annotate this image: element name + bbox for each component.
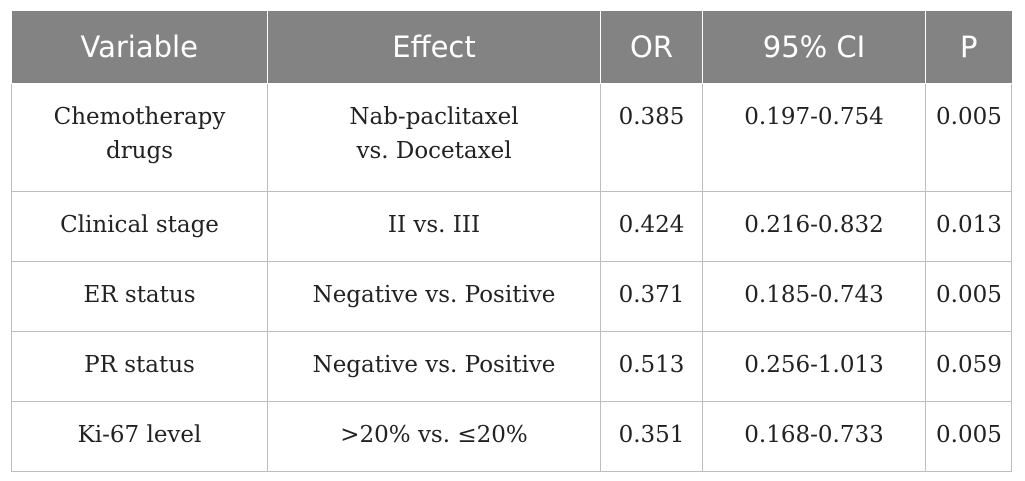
cell-effect-line: Nab-paclitaxel (349, 104, 519, 130)
cell-effect: Negative vs. Positive (267, 261, 601, 332)
cell-variable-line: Chemotherapy (53, 104, 226, 130)
cell-effect: Negative vs. Positive (267, 331, 601, 402)
cell-variable-line: Ki-67 level (77, 422, 202, 448)
header-or: OR (600, 11, 703, 84)
cell-or: 0.424 (600, 191, 703, 262)
cell-effect-line: Negative vs. Positive (312, 352, 556, 378)
cell-variable: PR status (11, 331, 268, 402)
header-ci: 95% CI (702, 11, 926, 84)
cell-variable: Clinical stage (11, 191, 268, 262)
table-header: Variable Effect OR 95% CI P (11, 11, 1012, 84)
cell-p: 0.059 (925, 331, 1012, 402)
cell-ci: 0.185-0.743 (702, 261, 926, 332)
cell-variable: Ki-67 level (11, 401, 268, 472)
cell-ci: 0.256-1.013 (702, 331, 926, 402)
table-row: Ki-67 level >20% vs. ≤20% 0.351 0.168-0.… (11, 401, 1012, 472)
cell-effect: Nab-paclitaxel vs. Docetaxel (267, 83, 601, 192)
header-row: Variable Effect OR 95% CI P (11, 11, 1012, 84)
cell-variable-line: Clinical stage (60, 212, 219, 238)
table-row: PR status Negative vs. Positive 0.513 0.… (11, 331, 1012, 402)
cell-ci: 0.168-0.733 (702, 401, 926, 472)
table-row: ER status Negative vs. Positive 0.371 0.… (11, 261, 1012, 332)
cell-p: 0.005 (925, 261, 1012, 332)
table-row: Clinical stage II vs. III 0.424 0.216-0.… (11, 191, 1012, 262)
cell-variable-line: PR status (84, 352, 195, 378)
table-row: Chemotherapy drugs Nab-paclitaxel vs. Do… (11, 83, 1012, 192)
cell-ci: 0.216-0.832 (702, 191, 926, 262)
cell-effect: >20% vs. ≤20% (267, 401, 601, 472)
cell-variable-line: drugs (105, 138, 174, 164)
results-table-container: Variable Effect OR 95% CI P Chemotherapy… (11, 11, 1012, 472)
odds-ratio-table: Variable Effect OR 95% CI P Chemotherapy… (11, 11, 1012, 472)
cell-effect-line: >20% vs. ≤20% (340, 422, 528, 448)
cell-effect: II vs. III (267, 191, 601, 262)
cell-effect-line: II vs. III (387, 212, 481, 238)
table-body: Chemotherapy drugs Nab-paclitaxel vs. Do… (11, 83, 1012, 472)
cell-variable-line: ER status (83, 282, 196, 308)
cell-effect-line: Negative vs. Positive (312, 282, 556, 308)
cell-ci: 0.197-0.754 (702, 83, 926, 192)
header-effect: Effect (267, 11, 601, 84)
cell-p: 0.013 (925, 191, 1012, 262)
cell-p: 0.005 (925, 83, 1012, 192)
cell-effect-line: vs. Docetaxel (356, 138, 512, 164)
cell-or: 0.513 (600, 331, 703, 402)
cell-p: 0.005 (925, 401, 1012, 472)
cell-or: 0.385 (600, 83, 703, 192)
header-variable: Variable (11, 11, 268, 84)
cell-or: 0.351 (600, 401, 703, 472)
header-p: P (925, 11, 1012, 84)
cell-variable: ER status (11, 261, 268, 332)
cell-or: 0.371 (600, 261, 703, 332)
cell-variable: Chemotherapy drugs (11, 83, 268, 192)
